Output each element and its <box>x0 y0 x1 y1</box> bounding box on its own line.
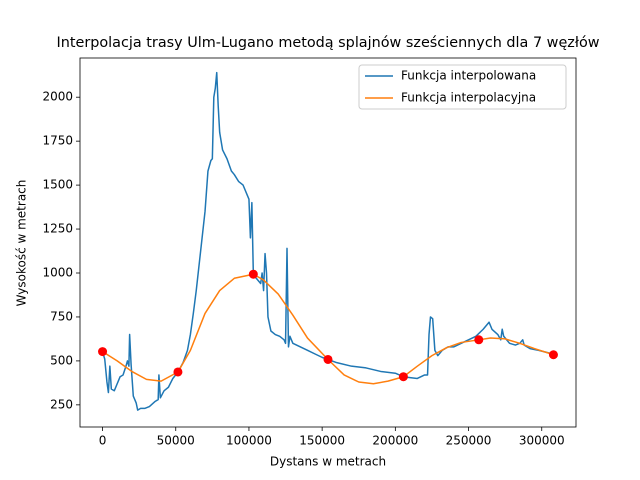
legend-label: Funkcja interpolacyjna <box>401 91 536 105</box>
x-tick-label: 0 <box>99 434 107 448</box>
x-tick-label: 200000 <box>372 434 418 448</box>
y-tick-label: 750 <box>50 309 73 323</box>
series-line <box>101 71 554 411</box>
y-tick-label: 2000 <box>42 90 73 104</box>
x-tick-label: 100000 <box>226 434 272 448</box>
legend-label: Funkcja interpolowana <box>401 69 536 83</box>
node-point <box>323 354 333 364</box>
node-point <box>474 335 484 345</box>
node-point <box>173 367 183 377</box>
y-tick-label: 250 <box>50 397 73 411</box>
legend: Funkcja interpolowana Funkcja interpolacy… <box>358 64 567 110</box>
x-tick-label: 300000 <box>519 434 565 448</box>
legend-box <box>358 64 567 110</box>
node-point <box>548 350 558 360</box>
axes-frame <box>79 57 577 428</box>
y-tick-label: 500 <box>50 353 73 367</box>
y-tick-label: 1000 <box>42 266 73 280</box>
chart-title: Interpolacja trasy Ulm-Lugano metodą spl… <box>56 35 599 51</box>
y-tick-label: 1750 <box>42 134 73 148</box>
x-axis-label: Dystans w metrach <box>270 455 386 469</box>
node-point <box>398 372 408 382</box>
x-tick-label: 150000 <box>299 434 345 448</box>
y-axis-label: Wysokość w metrach <box>15 180 29 307</box>
y-tick-label: 1250 <box>42 222 73 236</box>
x-tick-label: 50000 <box>157 434 195 448</box>
node-point <box>98 347 108 357</box>
y-tick-label: 1500 <box>42 178 73 192</box>
node-point <box>248 269 258 279</box>
x-tick-label: 250000 <box>446 434 492 448</box>
